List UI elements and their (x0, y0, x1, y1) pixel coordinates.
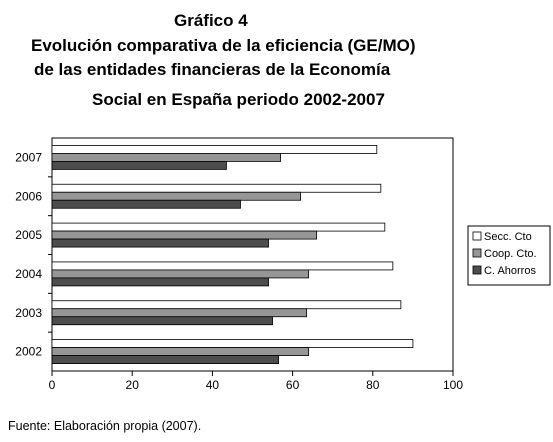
bar-2003-3 (51, 316, 273, 326)
legend-swatch-1 (472, 231, 482, 241)
source-note: Fuente: Elaboración propia (2007). (8, 419, 202, 433)
legend-label-2: Coop. Cto. (484, 248, 537, 260)
bar-2005-1 (51, 222, 386, 232)
title-line-1: Gráfico 4 (174, 11, 248, 30)
y-tick-label-2007: 2007 (15, 150, 42, 164)
x-tick-label-0: 0 (49, 378, 56, 392)
bar-2003-2 (51, 308, 308, 318)
x-tick-label-20: 20 (126, 378, 140, 392)
x-tick-label-80: 80 (366, 378, 380, 392)
x-tick-label-100: 100 (443, 378, 463, 392)
x-tick-label-60: 60 (286, 378, 300, 392)
y-tick-label-2004: 2004 (15, 267, 42, 281)
bar-2002-1 (51, 339, 414, 348)
title-line-2: Evolución comparativa de la eficiencia (… (31, 36, 416, 55)
legend-label-3: C. Ahorros (484, 265, 536, 277)
bar-2007-3 (51, 161, 227, 170)
bar-2002-3 (51, 355, 279, 364)
title-line-4: Social en España periodo 2002-2007 (92, 90, 385, 109)
bar-2007-2 (51, 153, 281, 162)
bar-2004-2 (51, 269, 310, 279)
bar-2007-1 (51, 145, 378, 154)
y-tick-label-2006: 2006 (15, 189, 42, 203)
legend-swatch-3 (472, 265, 482, 275)
bar-2005-3 (51, 238, 269, 248)
y-tick-label-2002: 2002 (15, 345, 42, 359)
bar-2006-2 (51, 191, 302, 201)
bar-2006-1 (51, 183, 382, 193)
legend (467, 225, 551, 286)
bar-2005-2 (51, 230, 318, 240)
legend-swatch-2 (472, 248, 482, 258)
legend-label-1: Secc. Cto (484, 231, 532, 243)
y-tick-label-2003: 2003 (15, 306, 42, 320)
x-tick-label-40: 40 (206, 378, 220, 392)
bar-2003-1 (51, 300, 402, 310)
y-tick-label-2005: 2005 (15, 228, 42, 242)
plot-area (51, 137, 454, 372)
bar-2004-1 (51, 261, 394, 271)
bar-2006-3 (51, 199, 241, 209)
title-line-3: de las entidades financieras de la Econo… (34, 60, 391, 79)
bar-2002-2 (51, 347, 310, 356)
bar-2004-3 (51, 277, 269, 287)
